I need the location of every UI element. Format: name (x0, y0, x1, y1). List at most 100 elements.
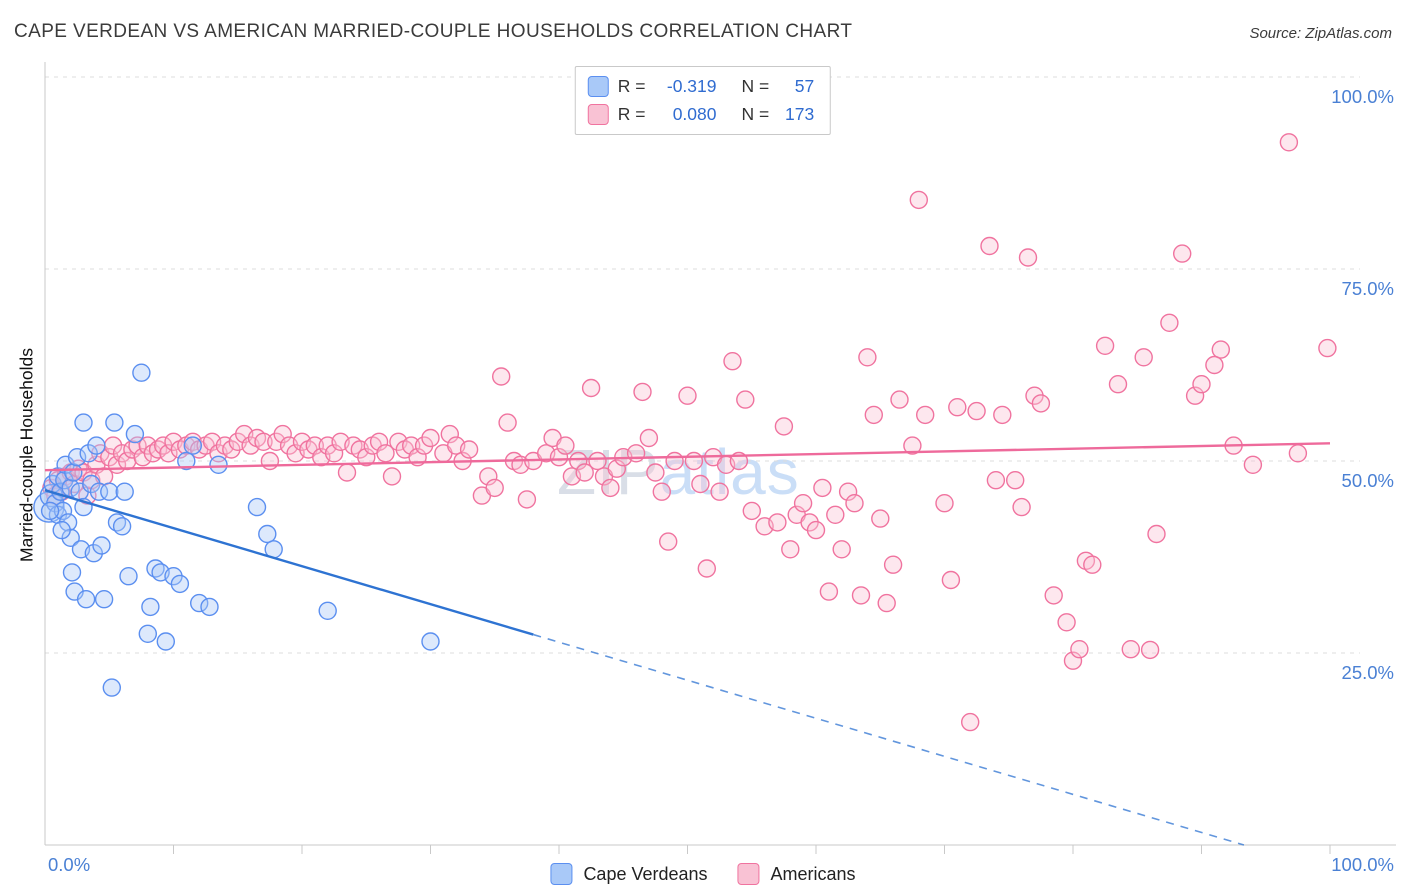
scatter-point-americans (864, 405, 883, 425)
scatter-point-americans (646, 463, 665, 482)
scatter-point-americans (128, 436, 147, 455)
scatter-point-americans (877, 593, 896, 613)
scatter-point-americans (678, 386, 697, 405)
n-value-cape-verdeans: 57 (794, 76, 815, 96)
scatter-point-cape-verdeans (100, 482, 119, 501)
scatter-point-americans (1121, 640, 1141, 659)
scatter-point-americans (581, 378, 601, 398)
scatter-point-americans (781, 540, 800, 559)
scatter-point-cape-verdeans (105, 413, 124, 432)
y-tick-label: 100.0% (1331, 86, 1394, 107)
series-legend-item-americans: Americans (737, 863, 856, 885)
y-tick-label: 50.0% (1342, 470, 1394, 491)
scatter-point-americans (659, 532, 678, 551)
scatter-point-americans (633, 382, 652, 402)
scatter-point-americans (569, 451, 588, 471)
scatter-point-cape-verdeans (119, 567, 138, 586)
scatter-point-americans (723, 352, 742, 371)
scatter-point-americans (806, 520, 826, 540)
correlation-legend: R = -0.319 N = 57 R = 0.080 N = 173 (574, 66, 832, 135)
y-tick-label: 25.0% (1342, 662, 1394, 683)
scatter-point-americans (665, 451, 684, 471)
scatter-point-americans (890, 390, 909, 409)
scatter-point-cape-verdeans (79, 444, 98, 463)
scatter-point-americans (440, 424, 459, 444)
series-label-americans: Americans (770, 863, 856, 884)
scatter-point-americans (498, 413, 517, 432)
scatter-point-americans (851, 586, 871, 605)
legend-swatch-americans (587, 104, 609, 125)
scatter-point-americans (1070, 640, 1089, 659)
scatter-point-americans (1006, 471, 1025, 490)
scatter-point-cape-verdeans (141, 597, 160, 617)
series-label-cape-verdeans: Cape Verdeans (583, 863, 708, 884)
scatter-point-americans (485, 478, 504, 498)
scatter-point-cape-verdeans (53, 501, 73, 521)
scatter-point-americans (1205, 355, 1224, 375)
scatter-point-americans (961, 712, 980, 732)
scatter-point-americans (826, 505, 845, 524)
scatter-point-americans (1318, 338, 1337, 358)
scatter-point-americans (626, 444, 646, 463)
scatter-point-cape-verdeans (209, 455, 228, 474)
x-min-label: 0.0% (48, 854, 90, 875)
scatter-point-americans (459, 440, 479, 459)
scatter-point-americans (903, 436, 922, 455)
scatter-point-cape-verdeans (102, 678, 122, 697)
scatter-point-cape-verdeans (62, 563, 82, 582)
scatter-point-cape-verdeans (183, 436, 203, 455)
legend-row-cape-verdeans: R = -0.319 N = 57 (587, 76, 815, 97)
scatter-point-americans (1063, 651, 1083, 670)
scatter-point-americans (1140, 640, 1160, 660)
scatter-point-cape-verdeans (64, 463, 83, 482)
scatter-point-americans (492, 367, 511, 386)
scatter-point-americans (652, 482, 671, 501)
scatter-point-americans (1057, 613, 1076, 632)
n-label: N = (741, 76, 770, 96)
scatter-point-americans (1083, 555, 1102, 574)
scatter-point-americans (305, 436, 324, 455)
r-value-cape-verdeans: -0.319 (666, 76, 717, 96)
scatter-point-americans (607, 459, 626, 478)
trend-line-extension-cape-verdeans (533, 633, 1245, 846)
scatter-point-americans (1243, 455, 1263, 474)
scatter-point-cape-verdeans (258, 524, 277, 544)
scatter-point-americans (1012, 497, 1031, 517)
scatter-point-americans (324, 444, 344, 463)
r-label: R = (617, 104, 646, 124)
scatter-point-americans (1044, 586, 1063, 605)
scatter-point-americans (273, 424, 292, 444)
scatter-point-cape-verdeans (189, 593, 209, 613)
scatter-point-americans (556, 436, 575, 455)
scatter-point-americans (774, 417, 794, 436)
scatter-point-americans (337, 463, 357, 482)
series-legend: Cape Verdeans Americans (550, 863, 856, 885)
scatter-point-cape-verdeans (132, 363, 151, 382)
scatter-point-americans (1147, 524, 1166, 544)
scatter-point-cape-verdeans (247, 497, 267, 517)
scatter-point-americans (601, 478, 620, 498)
scatter-point-americans (254, 432, 273, 451)
scatter-point-americans (909, 190, 928, 210)
scatter-point-americans (697, 559, 716, 578)
scatter-point-cape-verdeans (421, 632, 440, 651)
scatter-point-cape-verdeans (67, 448, 87, 467)
scatter-point-americans (517, 490, 537, 509)
scatter-point-americans (916, 405, 935, 425)
scatter-point-americans (948, 398, 967, 417)
scatter-point-americans (858, 348, 877, 367)
scatter-point-americans (935, 494, 954, 513)
scatter-point-cape-verdeans (40, 501, 60, 521)
series-legend-item-cape-verdeans: Cape Verdeans (550, 863, 708, 885)
scatter-point-americans (1134, 348, 1153, 367)
trend-line-cape-verdeans (44, 489, 534, 636)
scatter-point-americans (1160, 313, 1179, 332)
scatter-point-americans (1192, 375, 1211, 394)
scatter-point-americans (684, 451, 704, 471)
scatter-point-americans (1172, 244, 1192, 263)
scatter-point-cape-verdeans (115, 482, 134, 501)
scatter-point-cape-verdeans (76, 590, 96, 609)
scatter-point-americans (691, 474, 710, 494)
scatter-point-americans (883, 555, 903, 574)
